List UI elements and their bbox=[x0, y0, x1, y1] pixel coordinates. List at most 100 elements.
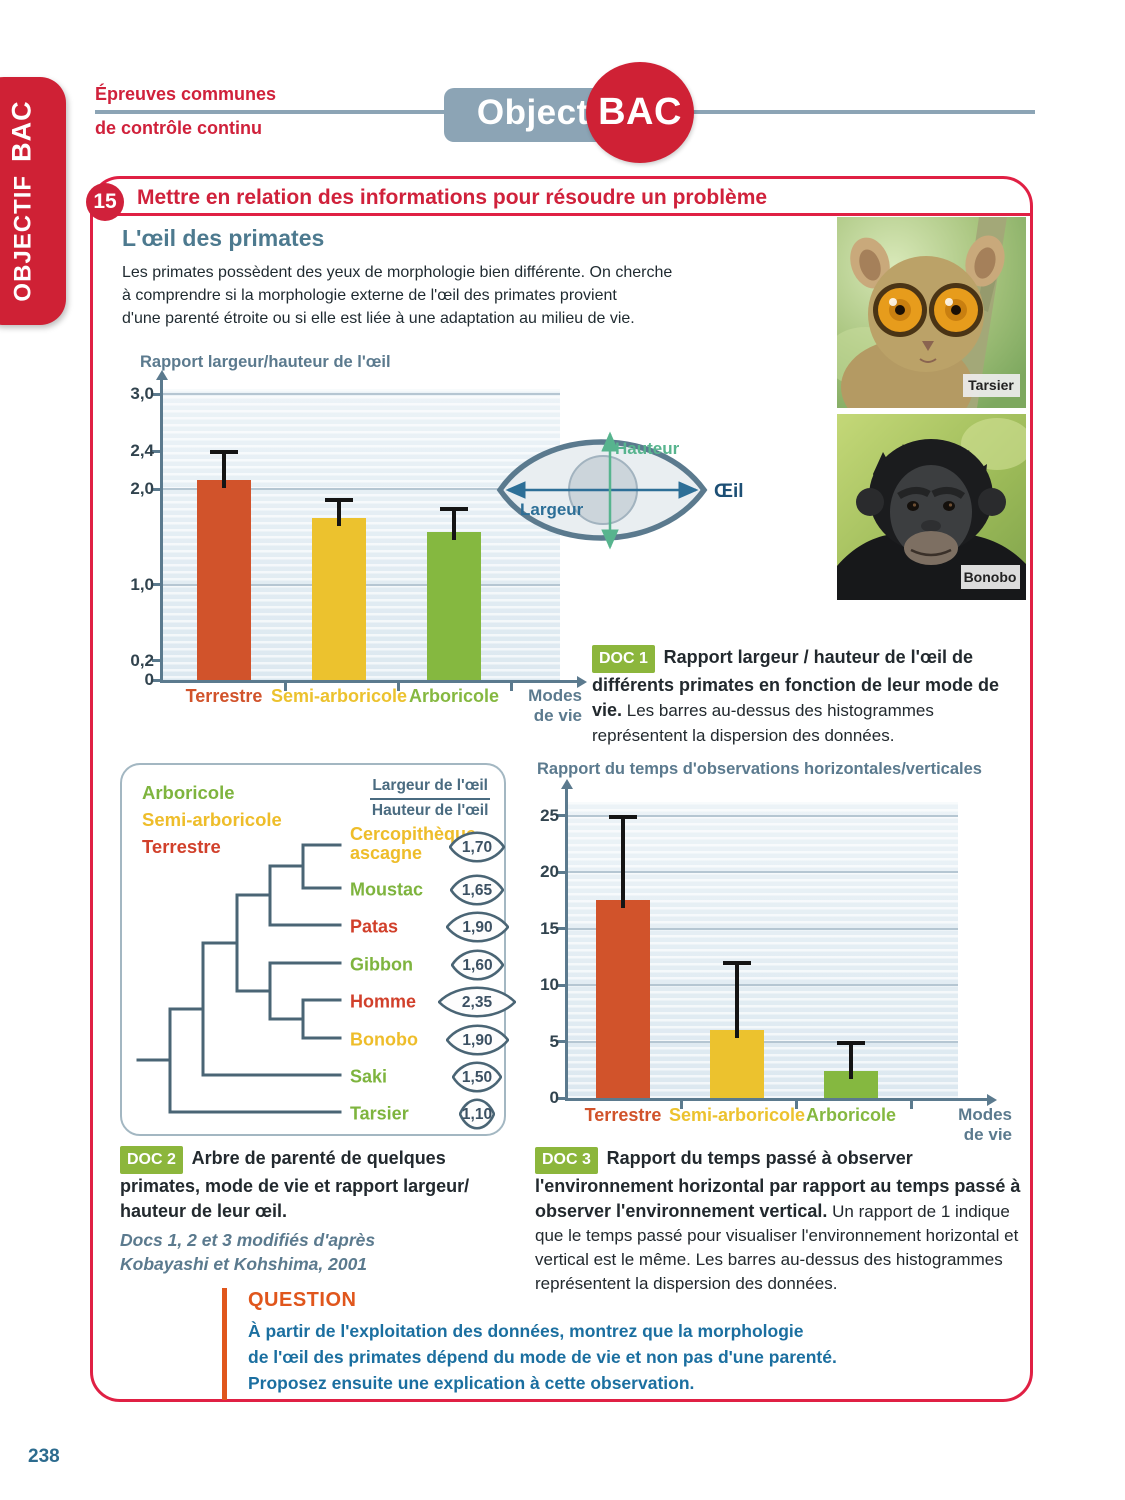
y-tick-label: 2,0 bbox=[130, 479, 154, 499]
gridline-2 bbox=[162, 488, 560, 491]
bac-logo-circle: BAC bbox=[586, 62, 694, 163]
eye-label: Œil bbox=[714, 481, 744, 502]
y-axis-arrow-icon bbox=[560, 779, 573, 789]
taxon-label-6: Saki bbox=[350, 1066, 388, 1087]
y-tick-label: 0,2 bbox=[130, 650, 154, 670]
y-tick-label: 0 bbox=[144, 670, 154, 689]
y-tick-mark bbox=[557, 927, 566, 930]
side-tab-word-bac: BAC bbox=[6, 100, 37, 162]
lesson-intro: Les primates possèdent des yeux de morph… bbox=[122, 261, 672, 330]
gridline-20 bbox=[567, 871, 958, 873]
category-tick bbox=[680, 1101, 683, 1109]
tarsier-photo: Tarsier bbox=[837, 217, 1026, 408]
error-bar-stem bbox=[621, 815, 625, 909]
y-tick-label: 1,0 bbox=[130, 574, 154, 594]
svg-text:1,90: 1,90 bbox=[462, 1032, 492, 1049]
bonobo-ear-left bbox=[856, 488, 884, 516]
lesson-heading: L'œil des primates bbox=[122, 225, 325, 251]
taxon-eye-ratio-4: 2,35 bbox=[437, 985, 517, 1024]
question-accent-bar bbox=[222, 1288, 227, 1400]
x-axis-title-line2: de vie bbox=[963, 1125, 1012, 1144]
question-label: QUESTION bbox=[248, 1289, 357, 1311]
header-eyebrow-line2: de contrôle continu bbox=[95, 118, 263, 138]
error-bar-cap bbox=[440, 507, 468, 512]
y-tick-label: 3,0 bbox=[130, 384, 154, 404]
ratio-numerator: Largeur de l'œil bbox=[370, 775, 490, 800]
doc3-chart-title: Rapport du temps d'observations horizont… bbox=[537, 760, 982, 778]
y-tick-label: 2,4 bbox=[130, 441, 154, 461]
doc3-plot-area: 0 5 10 15 20 25 Terrestre Semi-arboricole Arbori… bbox=[530, 758, 1030, 1145]
x-axis-title: Modes de vie bbox=[912, 1105, 1012, 1145]
doc1-chart-title: Rapport largeur/hauteur de l'œil bbox=[140, 353, 391, 371]
x-axis-arrow-icon bbox=[577, 675, 587, 688]
error-bar-stem bbox=[849, 1041, 853, 1079]
x-category-label: Semi-arboricole bbox=[668, 1105, 806, 1125]
x-category-label: Arboricole bbox=[408, 686, 500, 706]
taxon-label-1: Moustac bbox=[350, 879, 424, 900]
source-line-2: Kobayashi et Kohshima, 2001 bbox=[120, 1254, 368, 1274]
doc3-caption-bold: Rapport du temps passé à observer l'envi… bbox=[535, 1148, 1021, 1221]
y-tick-label: 20 bbox=[540, 862, 559, 881]
y-axis bbox=[565, 788, 568, 1101]
y-tick-label: 25 bbox=[540, 805, 559, 825]
question-line-2: de l'œil des primates dépend du mode de … bbox=[248, 1347, 837, 1367]
legend-semi-arboricole: Semi-arboricole bbox=[142, 809, 282, 830]
y-tick-mark bbox=[557, 983, 566, 987]
doc2-caption: DOC 2 Arbre de parenté de quelques prima… bbox=[120, 1146, 530, 1224]
y-tick-mark bbox=[152, 659, 161, 663]
svg-text:1,70: 1,70 bbox=[462, 839, 492, 856]
taxon-eye-ratio-3: 1,60 bbox=[449, 948, 505, 987]
error-bar-stem bbox=[337, 498, 341, 526]
x-axis bbox=[160, 680, 577, 683]
y-tick-label: 10 bbox=[540, 975, 559, 994]
width-label: Largeur bbox=[520, 500, 584, 519]
gridline-15 bbox=[567, 927, 958, 930]
x-axis-title-line1: Modes bbox=[958, 1105, 1012, 1124]
question-text: À partir de l'exploitation des données, … bbox=[248, 1318, 837, 1396]
taxon-label-7: Tarsier bbox=[350, 1103, 409, 1124]
taxon-eye-ratio-1: 1,65 bbox=[449, 873, 505, 912]
svg-text:1,60: 1,60 bbox=[462, 957, 492, 974]
doc3-badge: DOC 3 bbox=[535, 1147, 598, 1174]
y-tick-label: 15 bbox=[540, 918, 559, 938]
y-tick-mark bbox=[152, 449, 161, 453]
doc1-plot-area: 0 0,2 1,0 2,0 2,4 3,0 Terrestre Semi-arboricole… bbox=[130, 345, 610, 725]
y-tick-mark bbox=[152, 392, 161, 396]
source-line-1: Docs 1, 2 et 3 modifiés d'après bbox=[120, 1230, 376, 1250]
exercise-number-badge: 15 bbox=[86, 183, 124, 221]
exercise-title-band: Mettre en relation des informations pour… bbox=[93, 179, 1030, 216]
taxon-label-4: Homme bbox=[350, 991, 417, 1012]
y-tick-label: 5 bbox=[549, 1031, 559, 1051]
exercise-title: Mettre en relation des informations pour… bbox=[137, 186, 768, 209]
gridline-10 bbox=[567, 984, 958, 986]
error-bar-cap bbox=[210, 450, 238, 455]
tree-leaves-layer: Cercopithèque ascagne 1,70 Moustac 1,65 Pata… bbox=[122, 765, 517, 1136]
gridline-25 bbox=[567, 814, 958, 817]
eye-measure-diagram: Largeur Hauteur Œil bbox=[496, 431, 744, 550]
intro-line-3: d'une parenté étroite ou si elle est lié… bbox=[122, 310, 635, 327]
error-bar-cap bbox=[837, 1040, 865, 1045]
taxon-eye-ratio-7: 1,10 bbox=[458, 1097, 496, 1136]
tarsier-nose bbox=[922, 341, 934, 351]
bonobo-label: Bonobo bbox=[964, 569, 1017, 585]
doc2-tree-box: Arboricole Semi-arboricole Terrestre Large… bbox=[120, 763, 517, 1136]
x-axis-title: Modes de vie bbox=[482, 686, 582, 726]
doc3-caption-rest: Un rapport de 1 indique que le temps pas… bbox=[535, 1202, 1019, 1293]
doc3-bar-chart: Rapport du temps d'observations horizont… bbox=[530, 758, 1030, 1145]
doc1-caption-bold: Rapport largeur / hauteur de l'œil de di… bbox=[592, 647, 1000, 720]
bonobo-photo: Bonobo bbox=[837, 414, 1026, 600]
height-label: Hauteur bbox=[615, 439, 680, 458]
svg-text:1,65: 1,65 bbox=[462, 882, 493, 899]
taxon-eye-ratio-0: 1,70 bbox=[448, 830, 506, 869]
x-category-label: Terrestre bbox=[185, 686, 263, 706]
category-tick bbox=[795, 1101, 798, 1109]
bonobo-label-tag bbox=[961, 565, 1020, 589]
side-tab-text: OBJECTIF BAC bbox=[7, 100, 38, 301]
svg-text:1,50: 1,50 bbox=[462, 1069, 492, 1086]
x-axis-title-line2: de vie bbox=[533, 706, 582, 725]
y-tick-label: 0 bbox=[549, 1088, 559, 1107]
category-tick bbox=[397, 683, 400, 691]
taxon-eye-ratio-2: 1,90 bbox=[444, 910, 510, 949]
error-bar-stem bbox=[452, 508, 456, 541]
